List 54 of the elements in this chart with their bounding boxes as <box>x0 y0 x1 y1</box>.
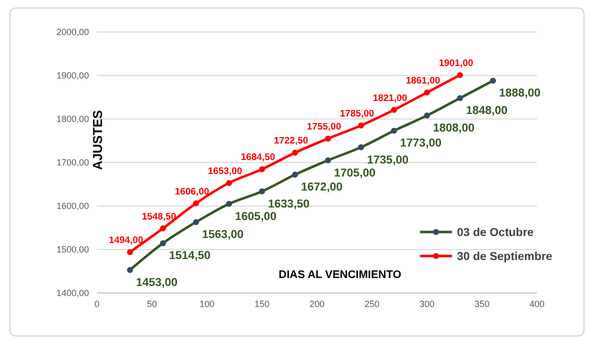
data-label: 1453,00 <box>136 276 178 289</box>
point <box>325 136 331 142</box>
x-tick-label: 250 <box>364 299 380 309</box>
data-label: 1548,50 <box>142 211 176 222</box>
data-label: 1633,50 <box>268 198 310 210</box>
x-tick-label: 400 <box>529 299 545 309</box>
y-tick-label: 1700,00 <box>56 158 89 168</box>
data-label: 1901,00 <box>438 58 474 70</box>
data-label: 1653,00 <box>208 166 242 177</box>
data-label: 1773,00 <box>400 138 442 150</box>
y-tick-label: 1500,00 <box>56 244 89 254</box>
point <box>292 150 298 156</box>
point <box>457 72 463 78</box>
data-label: 1672,00 <box>301 182 343 194</box>
y-tick-label: 1600,00 <box>56 201 89 211</box>
data-label: 1605,00 <box>235 210 277 223</box>
data-label: 1722,50 <box>274 136 308 147</box>
data-label: 1684,50 <box>240 152 276 164</box>
x-tick-label: 0 <box>94 299 100 309</box>
data-label: 1808,00 <box>433 122 475 135</box>
data-label: 1861,00 <box>406 75 440 86</box>
point <box>391 106 397 113</box>
x-tick-label: 100 <box>199 299 215 309</box>
x-tick-label: 150 <box>254 299 270 309</box>
data-label: 1888,00 <box>499 88 541 100</box>
x-axis-title: DIAS AL VENCIMIENTO <box>278 269 402 281</box>
x-tick-label: 300 <box>419 299 435 309</box>
data-label: 1563,00 <box>202 229 244 242</box>
data-label: 1785,00 <box>340 108 374 120</box>
point <box>259 166 265 172</box>
x-tick-label: 350 <box>474 299 490 309</box>
x-tick-label: 200 <box>309 299 325 309</box>
data-label: 1821,00 <box>372 92 408 104</box>
point <box>127 249 133 256</box>
point <box>358 122 364 129</box>
y-tick-label: 1900,00 <box>56 70 89 80</box>
point <box>193 200 199 206</box>
data-label: 1494,00 <box>108 235 144 246</box>
legend-label: 30 de Septiembre <box>457 251 552 263</box>
data-label: 1735,00 <box>367 154 409 166</box>
data-label: 1848,00 <box>466 105 508 118</box>
point <box>226 180 232 186</box>
data-label: 1514,50 <box>169 250 211 262</box>
data-label: 1755,00 <box>306 122 342 133</box>
point <box>160 225 166 232</box>
legend-label: 03 de Octubre <box>457 227 534 239</box>
point <box>424 89 430 96</box>
y-tick-label: 2000,00 <box>56 27 89 37</box>
x-tick-label: 50 <box>146 299 158 309</box>
y-tick-label: 1800,00 <box>56 114 89 124</box>
y-axis-title: AJUSTES <box>90 110 105 170</box>
data-label: 1705,00 <box>334 167 376 180</box>
data-label: 1606,00 <box>174 186 210 198</box>
y-tick-label: 1400,00 <box>56 288 89 298</box>
